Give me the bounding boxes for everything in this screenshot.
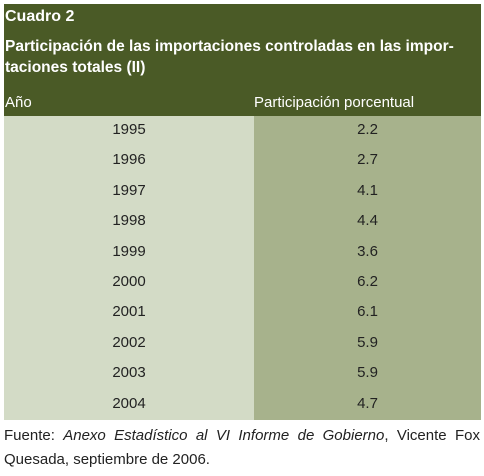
- data-table: Cuadro 2 Participación de las importacio…: [4, 4, 481, 420]
- percentage-cell: 4.4: [357, 212, 378, 230]
- year-cell: 1998: [112, 212, 146, 230]
- year-cell: 1996: [112, 151, 146, 169]
- column-header-percentage: Participación porcentual: [254, 94, 415, 111]
- table-row: 1996 2.7: [4, 146, 481, 176]
- table-row: 2000 6.2: [4, 268, 481, 298]
- table-header: Cuadro 2 Participación de las importacio…: [4, 4, 481, 116]
- source-suffix: , Vicente Fox Quesada, septiembre de 200…: [4, 427, 480, 468]
- percentage-cell: 4.1: [357, 181, 378, 199]
- percentage-cell: 6.2: [357, 273, 378, 290]
- table-title-line-1: Participación de las importaciones contr…: [5, 38, 454, 55]
- table-row: 1999 3.6: [4, 238, 481, 268]
- source-title: Anexo Estadístico al VI Informe de Gobie…: [63, 427, 385, 444]
- table-row: 1997 4.1: [4, 177, 481, 207]
- table-title-line-2: taciones totales (II): [5, 59, 146, 76]
- year-cell: 1995: [112, 121, 146, 138]
- table-row: 2002 5.9: [4, 329, 481, 359]
- year-cell: 2003: [112, 364, 146, 382]
- percentage-cell: 2.2: [357, 121, 378, 138]
- percentage-cell: 6.1: [357, 303, 378, 321]
- year-cell: 2002: [112, 333, 146, 351]
- table-row: 1995 2.2: [4, 116, 481, 146]
- table-row: 2003 5.9: [4, 359, 481, 389]
- percentage-column-bg: [254, 116, 481, 420]
- table-row: 1998 4.4: [4, 207, 481, 237]
- table-title: Participación de las importaciones contr…: [5, 36, 481, 78]
- percentage-cell: 4.7: [357, 394, 378, 412]
- percentage-cell: 5.9: [357, 333, 378, 351]
- table-body: 1995 2.2 1996 2.7 1997 4.1 1998 4.4 1999 3.6 2000 6…: [4, 116, 481, 420]
- year-cell: 2001: [112, 303, 146, 321]
- year-cell: 1997: [112, 181, 146, 199]
- year-cell: 1999: [112, 242, 146, 260]
- year-cell: 2000: [112, 273, 146, 290]
- percentage-cell: 5.9: [357, 364, 378, 382]
- table-label: Cuadro 2: [5, 8, 75, 25]
- percentage-cell: 2.7: [357, 151, 378, 169]
- column-header-year: Año: [5, 94, 32, 111]
- source-note: Fuente: Anexo Estadístico al VI Informe …: [4, 424, 480, 472]
- table-row: 2001 6.1: [4, 298, 481, 328]
- year-cell: 2004: [112, 394, 146, 412]
- year-column-bg: [4, 116, 254, 420]
- table-row: 2004 4.7: [4, 390, 481, 420]
- percentage-cell: 3.6: [357, 242, 378, 260]
- source-prefix: Fuente:: [4, 427, 64, 444]
